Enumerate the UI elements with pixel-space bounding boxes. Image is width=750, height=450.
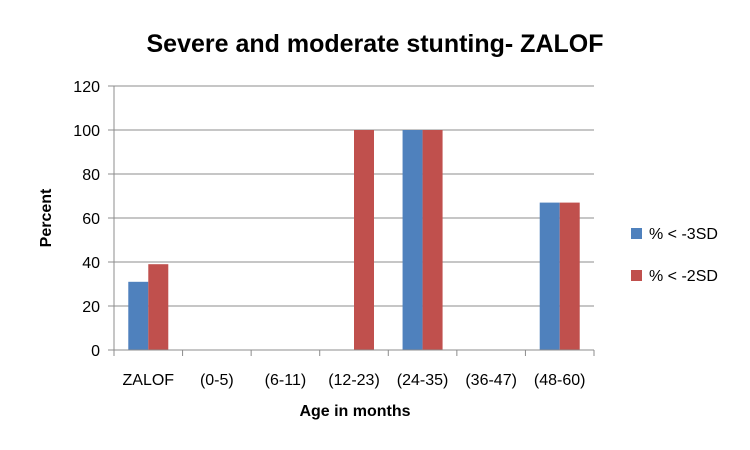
bar [422, 130, 443, 350]
y-tick-label: 80 [82, 167, 100, 184]
y-tick-label: 100 [73, 123, 100, 140]
legend-label: % < -2SD [649, 268, 718, 285]
x-tick-labels: ZALOF (0-5) (6-11) (12-23) (24-35) (36-47) (48… [123, 372, 586, 389]
x-tick-label: (48-60) [534, 372, 586, 389]
bar [354, 130, 374, 350]
y-tick-labels: 0 20 40 60 80 100 120 [73, 79, 100, 360]
chart-title: Severe and moderate stunting- ZALOF [146, 30, 603, 58]
y-tick-label: 20 [82, 299, 100, 316]
x-tick-label: ZALOF [123, 372, 175, 389]
x-tick-label: (36-47) [465, 372, 517, 389]
x-tick-label: (24-35) [397, 372, 449, 389]
x-tick-label: (6-11) [265, 372, 307, 389]
bar [128, 281, 149, 350]
gridlines [108, 85, 594, 351]
x-tick-label: (0-5) [200, 372, 234, 389]
bar [559, 202, 580, 350]
y-axis-title: Percent [38, 188, 55, 247]
legend: % < -3SD % < -2SD [631, 226, 718, 285]
axes [113, 86, 595, 356]
legend-swatch [631, 228, 642, 239]
y-tick-label: 120 [73, 79, 100, 96]
y-tick-label: 60 [82, 211, 100, 228]
bar [148, 264, 169, 350]
x-axis-title: Age in months [299, 403, 410, 420]
bar [539, 202, 560, 350]
y-tick-label: 0 [91, 343, 100, 360]
legend-label: % < -3SD [649, 226, 718, 243]
legend-swatch [631, 270, 642, 281]
bars [128, 130, 580, 350]
y-tick-label: 40 [82, 255, 100, 272]
bar [402, 130, 423, 350]
x-tick-label: (12-23) [328, 372, 380, 389]
